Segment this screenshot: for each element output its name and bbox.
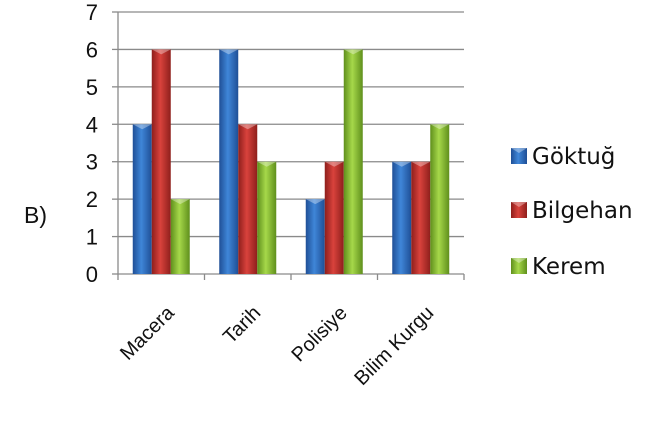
- bar-kerem-bilim-kurgu: [430, 124, 450, 275]
- legend-swatch: [511, 202, 527, 218]
- y-tick-label: 6: [86, 37, 98, 62]
- bar-bilgehan-polisiye: [324, 161, 344, 274]
- bar-g-ktu--bilim-kurgu: [392, 161, 412, 274]
- bar-bilgehan-bilim-kurgu: [411, 161, 431, 274]
- legend-label: Kerem: [532, 254, 606, 280]
- x-tick-label: Polisiye: [287, 302, 351, 366]
- bar-g-ktu--polisiye: [305, 199, 325, 274]
- legend: Göktuğ Bilgehan Kerem: [511, 144, 633, 280]
- y-tick-label: 4: [86, 112, 98, 137]
- y-tick-label: 7: [86, 0, 98, 25]
- legend-swatch: [511, 258, 527, 274]
- y-tick-label: 3: [86, 150, 98, 175]
- legend-swatch-cap: [511, 202, 527, 207]
- bar-bilgehan-tarih: [238, 124, 258, 275]
- bar-kerem-macera: [170, 199, 190, 274]
- bar-cap: [343, 49, 363, 55]
- y-tick-label: 2: [86, 187, 98, 212]
- bar-cap: [324, 161, 344, 167]
- legend-label: Bilgehan: [532, 198, 633, 224]
- bar-cap: [257, 161, 277, 167]
- bar-cap: [392, 161, 412, 167]
- y-axis-ticks: 0 1 2 3 4 5 6 7: [86, 0, 98, 287]
- bar-g-ktu--tarih: [219, 49, 239, 274]
- bar-cap: [219, 49, 239, 55]
- x-tick-label: Bilim Kurgu: [350, 302, 438, 390]
- y-tick-label: 0: [86, 262, 98, 287]
- y-tick-label: 5: [86, 75, 98, 100]
- bar-cap: [238, 124, 258, 130]
- bar-cap: [305, 199, 325, 205]
- question-label: B): [24, 202, 47, 228]
- bar-kerem-polisiye: [343, 49, 363, 274]
- bar-kerem-tarih: [257, 161, 277, 274]
- bar-g-ktu--macera: [132, 124, 152, 275]
- bar-cap: [430, 124, 450, 130]
- legend-swatch-cap: [511, 148, 527, 153]
- bar-cap: [411, 161, 431, 167]
- bar-cap: [132, 124, 152, 130]
- bar-bilgehan-macera: [151, 49, 171, 274]
- x-tick-label: Tarih: [219, 302, 265, 348]
- bar-cap: [151, 49, 171, 55]
- legend-swatch: [511, 148, 527, 164]
- legend-label: Göktuğ: [532, 144, 615, 170]
- bars: [132, 49, 450, 275]
- bar-cap: [170, 199, 190, 205]
- legend-swatch-cap: [511, 258, 527, 263]
- x-tick-label: Macera: [116, 301, 179, 364]
- y-tick-label: 1: [86, 225, 98, 250]
